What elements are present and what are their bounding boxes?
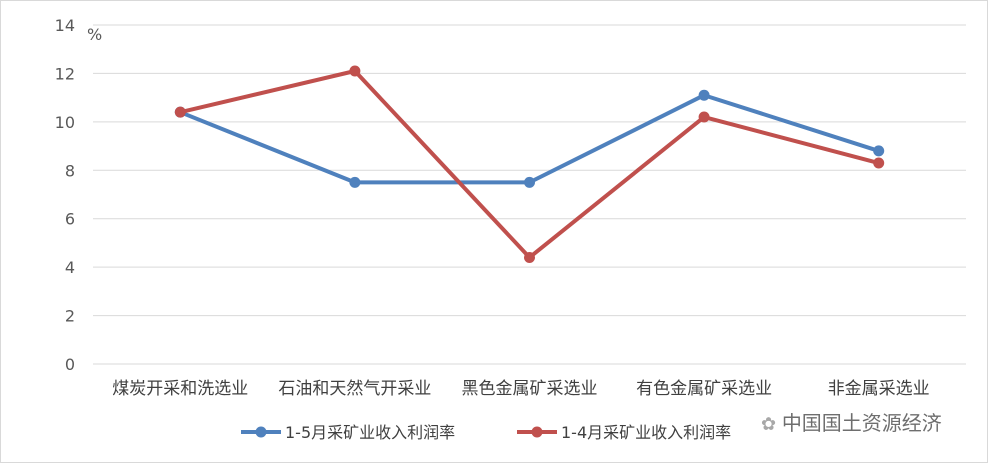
data-point [349, 65, 361, 77]
y-tick-label: 14 [55, 16, 75, 35]
y-tick-label: 2 [65, 307, 75, 326]
y-tick-label: 4 [65, 258, 75, 277]
watermark-text: 中国国土资源经济 [781, 411, 942, 435]
legend-marker [255, 426, 267, 438]
data-point [873, 157, 885, 169]
watermark: ✿ 中国国土资源经济 [761, 407, 942, 436]
series-line [179, 69, 880, 260]
data-point [873, 145, 885, 157]
legend-label: 1-5月采矿业收入利润率 [285, 423, 455, 442]
data-point [174, 106, 186, 118]
y-tick-label: 12 [55, 64, 75, 83]
data-point [524, 251, 535, 263]
x-tick-label: 非金属采选业 [828, 379, 930, 399]
wechat-icon: ✿ [761, 414, 782, 435]
legend-marker [531, 426, 543, 438]
legend-label: 1-4月采矿业收入利润率 [561, 423, 731, 442]
y-tick-label: 6 [65, 210, 75, 229]
y-tick-label: 10 [55, 113, 75, 132]
x-tick-label: 煤炭开采和洗选业 [112, 379, 248, 399]
y-tick-label: 0 [65, 355, 75, 374]
y-axis-unit: % [87, 25, 102, 44]
x-tick-label: 有色金属矿采选业 [636, 379, 772, 399]
series-line [179, 93, 880, 185]
y-tick-label: 8 [65, 161, 75, 180]
x-tick-label: 黑色金属矿采选业 [462, 379, 598, 399]
data-point [349, 176, 361, 188]
data-point [698, 111, 710, 123]
data-point [698, 89, 710, 101]
x-tick-label: 石油和天然气开采业 [278, 379, 431, 399]
data-point [524, 176, 535, 188]
